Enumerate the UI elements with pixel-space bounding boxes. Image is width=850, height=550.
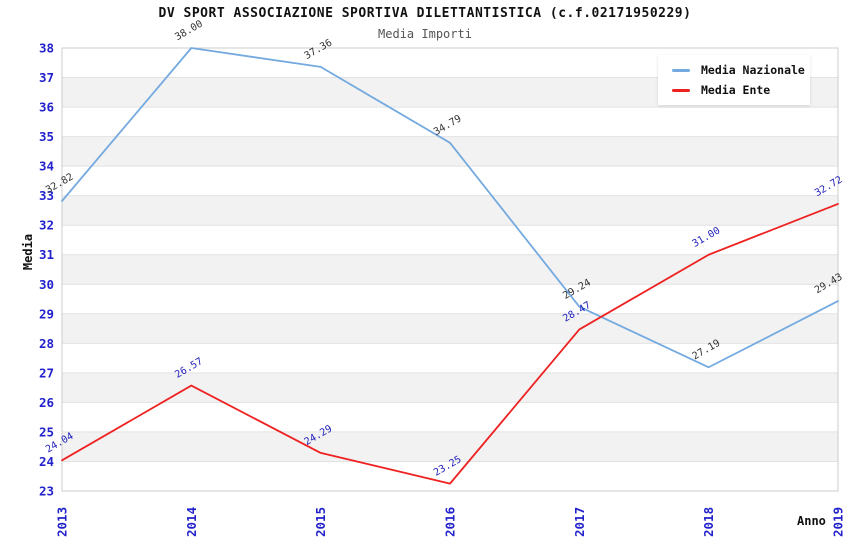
y-tick-label: 26 xyxy=(39,395,54,410)
series-line-media-ente xyxy=(61,203,839,485)
y-tick-label: 25 xyxy=(39,424,54,439)
y-tick-label: 34 xyxy=(39,159,54,174)
y-tick-label: 29 xyxy=(39,306,54,321)
plot-band xyxy=(62,166,838,196)
y-tick-label: 37 xyxy=(39,70,54,85)
x-tick-label: 2015 xyxy=(313,507,328,537)
y-axis-title: Media xyxy=(21,233,35,271)
y-tick-label: 35 xyxy=(39,129,54,144)
y-tick-label: 24 xyxy=(39,454,54,469)
y-tick-label: 27 xyxy=(39,365,54,380)
y-tick-label: 38 xyxy=(39,41,54,56)
series-line-media-nazionale xyxy=(61,47,839,369)
plot-band xyxy=(62,372,838,403)
plot-band xyxy=(62,254,838,285)
legend-swatch-ente-icon xyxy=(672,88,690,92)
plot-band xyxy=(62,313,838,344)
legend-swatch-nazionale-icon xyxy=(672,68,690,72)
plot-band xyxy=(62,402,838,432)
y-tick-label: 36 xyxy=(39,100,54,115)
legend-item-media-nazionale: Media Nazionale xyxy=(672,60,805,80)
x-tick-label: 2013 xyxy=(55,507,70,537)
chart-subtitle: Media Importi xyxy=(378,27,472,41)
x-tick-label: 2019 xyxy=(831,507,846,537)
legend-label: Media Ente xyxy=(701,83,771,97)
legend-label: Media Nazionale xyxy=(701,63,805,77)
y-tick-label: 33 xyxy=(39,188,54,203)
plot-band xyxy=(62,136,838,167)
x-tick-label: 2014 xyxy=(184,507,199,537)
chart-title: DV SPORT ASSOCIAZIONE SPORTIVA DILETTANT… xyxy=(158,6,692,21)
plot-border xyxy=(61,47,839,492)
x-tick-label: 2016 xyxy=(443,507,458,537)
plot-band xyxy=(62,195,838,226)
legend-item-media-ente: Media Ente xyxy=(672,80,804,100)
plot-band xyxy=(62,284,838,314)
x-tick-label: 2017 xyxy=(572,507,587,537)
y-tick-label: 32 xyxy=(39,218,54,233)
plot-band xyxy=(62,461,838,491)
y-tick-label: 23 xyxy=(39,484,54,499)
point-value-label: 38.00 xyxy=(173,19,205,44)
plot-band xyxy=(62,431,838,462)
x-tick-label: 2018 xyxy=(701,507,716,537)
y-tick-label: 28 xyxy=(39,336,54,351)
x-axis-title: Anno xyxy=(797,514,826,528)
plot-band xyxy=(62,107,838,137)
y-tick-label: 30 xyxy=(39,277,54,292)
y-tick-label: 31 xyxy=(39,247,54,262)
plot-band xyxy=(62,225,838,255)
chart-legend: Media Nazionale Media Ente xyxy=(658,55,810,105)
